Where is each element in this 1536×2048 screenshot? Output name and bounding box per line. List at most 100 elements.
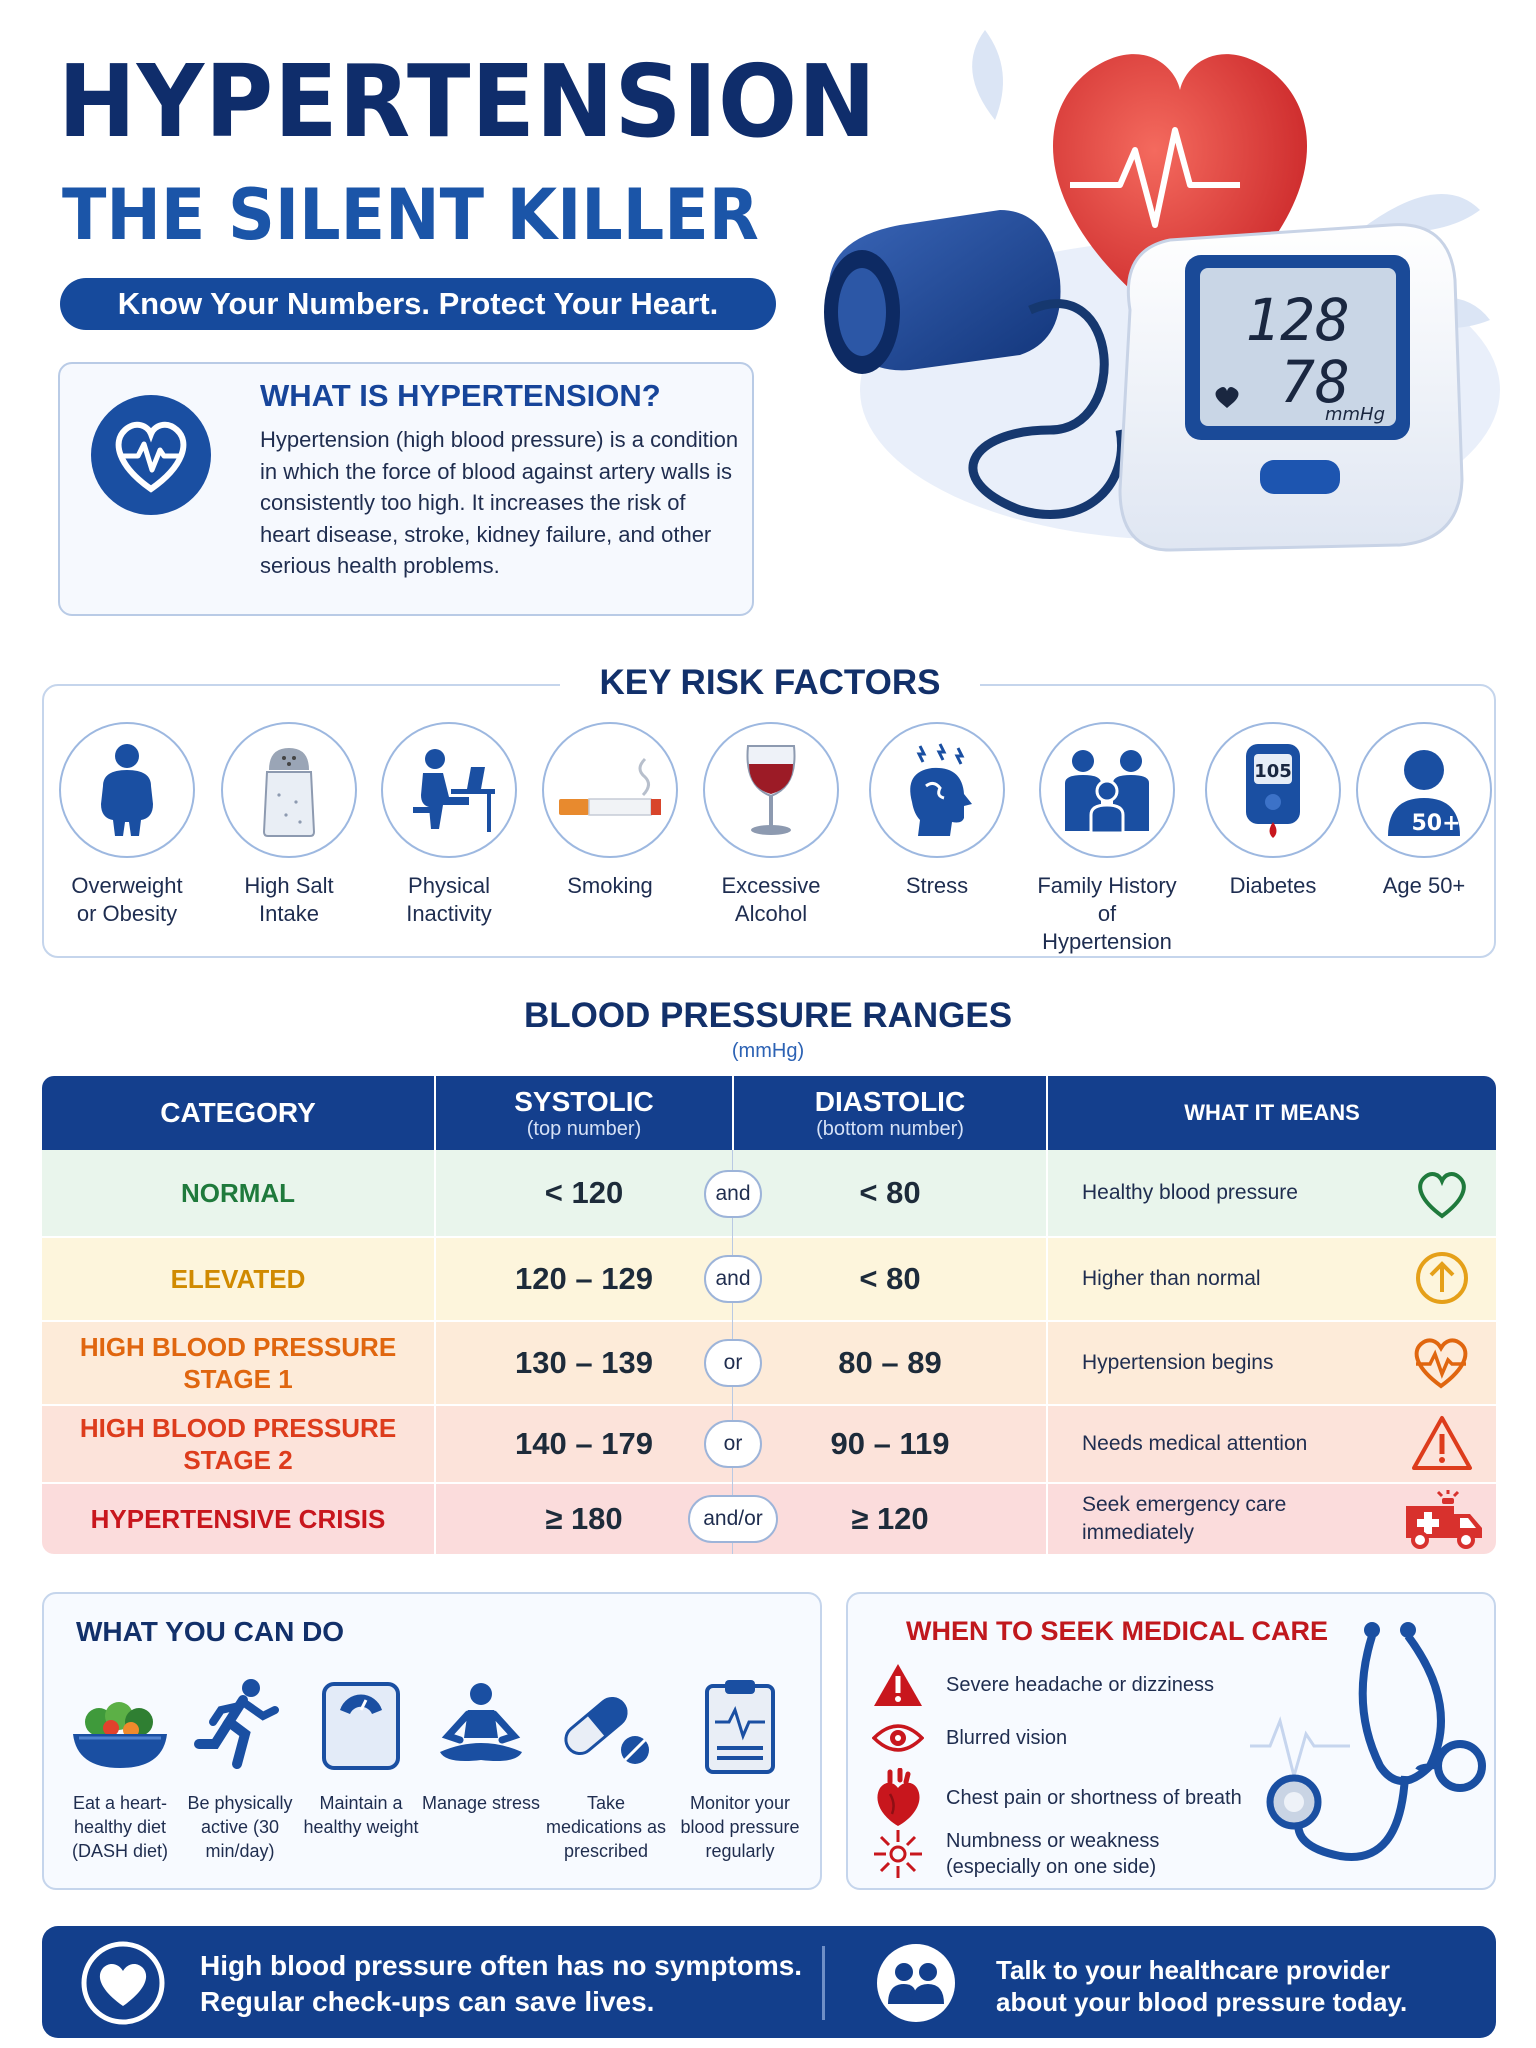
row-meaning: Hypertension begins [1082, 1351, 1274, 1374]
action-item: Take medications as prescribed [541, 1676, 671, 1863]
person-age-icon: 50+ [1388, 750, 1461, 836]
symptom-item: Chest pain or shortness of breath [872, 1768, 1292, 1828]
bp-ranges-unit: (mmHg) [731, 1040, 805, 1062]
risk-item-stress: Stress [862, 722, 1012, 900]
what-you-can-do-panel [42, 1592, 822, 1890]
row-meaning: Higher than normal [1082, 1267, 1261, 1290]
row-meaning: Seek emergency care [1082, 1493, 1287, 1516]
action-item: Maintain a healthy weight [296, 1676, 426, 1839]
heart-organ-icon [877, 1768, 920, 1826]
what-you-can-do-title: WHAT YOU CAN DO [76, 1616, 345, 1647]
age-badge: 50+ [1411, 811, 1460, 836]
footer-message-left: High blood pressure often has no symptom… [200, 1948, 802, 2020]
header-what-it-means: WHAT IT MEANS [1184, 1100, 1360, 1125]
people-icon [877, 1944, 955, 2022]
connector-badge: and [704, 1170, 762, 1218]
risk-label-line1: Overweight [71, 873, 183, 898]
table-row: NORMAL < 120 < 80 Healthy blood pressure [42, 1150, 1496, 1236]
symptom-item: Numbness or weakness (especially on one s… [872, 1828, 1292, 1880]
monitor-start-button[interactable] [1260, 460, 1340, 494]
risk-item-alcohol: Excessive Alcohol [696, 722, 846, 928]
bp-ranges-title: BLOOD PRESSURE RANGES [523, 996, 1013, 1035]
heart-outline-icon [1418, 1172, 1466, 1219]
heart-badge-icon [81, 1941, 165, 2025]
footer-right-line1: Talk to your healthcare provider [996, 1955, 1390, 1985]
row-meaning: Healthy blood pressure [1082, 1181, 1298, 1204]
risk-label-line2: of Hypertension [1042, 901, 1172, 954]
action-label: Take medications as prescribed [545, 1793, 667, 1861]
row-meaning-line2: immediately [1082, 1521, 1195, 1544]
row-diastolic: < 80 [859, 1261, 921, 1296]
risk-label-line1: High Salt [244, 873, 334, 898]
symptom-text: Numbness or weakness [946, 1830, 1160, 1852]
meter-value: 105 [1254, 761, 1292, 782]
header-systolic: SYSTOLIC [514, 1085, 654, 1117]
symptom-item: Severe headache or dizziness [872, 1662, 1292, 1708]
what-is-title: WHAT IS HYPERTENSION? [260, 378, 661, 413]
header-diastolic-sub: (bottom number) [816, 1117, 964, 1140]
table-header: CATEGORY SYSTOLIC (top number) DIASTOLIC(… [42, 1076, 1496, 1150]
risk-item-overweight: Overweight or Obesity [52, 722, 202, 928]
eye-icon [872, 1724, 924, 1752]
cigarette-icon [559, 757, 661, 816]
symptom-item: Blurred vision [872, 1720, 1292, 1756]
monitor-unit: mmHg [1325, 404, 1385, 425]
action-label: Monitor your blood pressure regularly [680, 1793, 800, 1861]
symptom-text: Chest pain or shortness of breath [946, 1787, 1242, 1809]
monitor-device: 128 78 mmHg [1118, 223, 1464, 552]
risk-factors-title: KEY RISK FACTORS [599, 663, 941, 702]
action-item: Manage stress [416, 1676, 546, 1815]
action-item: Monitor your blood pressure regularly [675, 1676, 805, 1863]
what-is-text: Hypertension (high blood pressure) is a … [260, 427, 739, 578]
stressed-head-icon [910, 743, 972, 836]
risk-label-line1: Family History [1037, 873, 1177, 898]
person-at-desk-icon [413, 749, 495, 832]
page-subtitle: THE SILENT KILLER [62, 174, 759, 256]
header-systolic-sub: (top number) [526, 1117, 642, 1140]
risk-item-diabetes: 105 Diabetes [1198, 722, 1348, 900]
numbness-icon [874, 1830, 922, 1878]
monitor-diastolic: 78 [1280, 348, 1350, 416]
row-systolic: ≥ 180 [545, 1501, 623, 1536]
row-systolic: 120 – 129 [515, 1261, 653, 1296]
risk-label-line1: Excessive [721, 873, 821, 898]
table-row: HIGH BLOOD PRESSURE STAGE 1 130 – 139 80 … [42, 1322, 1496, 1404]
meditation-icon [440, 1683, 522, 1761]
risk-label-line1: Age 50+ [1382, 873, 1466, 898]
action-item: Be physically active (30 min/day) [175, 1676, 305, 1863]
row-category-line2: STAGE 2 [183, 1445, 293, 1475]
footer-left-line2: Regular check-ups can save lives. [200, 1986, 655, 2017]
footer-left-line1: High blood pressure often has no symptom… [200, 1950, 803, 1981]
action-label: Manage stress [421, 1793, 541, 1813]
row-category: HYPERTENSIVE CRISIS [90, 1504, 386, 1534]
risk-label-line2: Intake [259, 901, 319, 926]
risk-item-salt: High Salt Intake [214, 722, 364, 928]
table-row: HIGH BLOOD PRESSURE STAGE 2 140 – 179 90 … [42, 1406, 1496, 1482]
family-icon [1065, 750, 1149, 833]
action-label: Maintain a healthy weight [303, 1793, 419, 1837]
header-diastolic: DIASTOLIC [814, 1085, 966, 1117]
footer-divider [822, 1946, 825, 2020]
symptom-text: Blurred vision [946, 1727, 1068, 1749]
bp-ranges-table: CATEGORY SYSTOLIC (top number) DIASTOLIC(… [42, 1076, 1496, 1554]
clipboard-icon [705, 1680, 775, 1774]
row-category: NORMAL [180, 1178, 296, 1208]
blood-pressure-monitor-illustration: 128 78 mmHg [824, 30, 1500, 552]
row-diastolic: < 80 [859, 1175, 921, 1210]
symptom-text: Severe headache or dizziness [946, 1674, 1214, 1696]
risk-item-age: 50+ Age 50+ [1349, 722, 1499, 900]
connector-badge: or [704, 1339, 762, 1387]
connector-badge: or [704, 1420, 762, 1468]
action-label: Eat a heart-healthy diet (DASH diet) [71, 1793, 169, 1861]
action-item: Eat a heart-healthy diet (DASH diet) [55, 1676, 185, 1863]
row-meaning: Needs medical attention [1082, 1432, 1308, 1455]
table-row: ELEVATED 120 – 129 < 80 Higher than norm… [42, 1238, 1496, 1320]
action-label: Be physically active (30 min/day) [187, 1793, 293, 1861]
risk-item-inactivity: Physical Inactivity [374, 722, 524, 928]
cuff-icon [824, 210, 1126, 519]
scale-icon [322, 1682, 400, 1770]
header-category: CATEGORY [160, 1097, 316, 1128]
row-systolic: 140 – 179 [515, 1426, 653, 1461]
runner-icon [194, 1679, 279, 1769]
row-category-line2: STAGE 1 [183, 1364, 293, 1394]
